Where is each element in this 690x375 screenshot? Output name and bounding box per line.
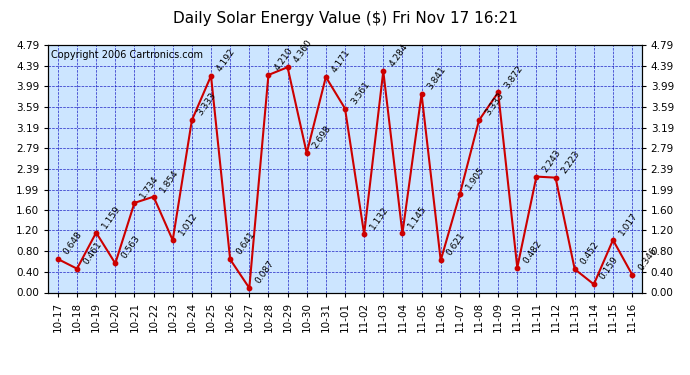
Point [167, 237, 178, 243]
Text: 0.482: 0.482 [522, 238, 544, 265]
Point [148, 194, 159, 200]
Text: 2.243: 2.243 [540, 148, 562, 174]
Point [607, 237, 618, 243]
Point [90, 230, 101, 236]
Text: 0.621: 0.621 [445, 231, 467, 258]
Point [589, 281, 600, 287]
Point [493, 89, 504, 95]
Text: Copyright 2006 Cartronics.com: Copyright 2006 Cartronics.com [51, 50, 204, 60]
Text: 1.159: 1.159 [100, 204, 123, 230]
Point [339, 105, 351, 111]
Point [473, 117, 484, 123]
Text: 0.648: 0.648 [62, 230, 84, 256]
Text: 4.171: 4.171 [330, 48, 352, 74]
Text: 0.461: 0.461 [81, 240, 104, 266]
Point [129, 200, 140, 206]
Point [531, 174, 542, 180]
Text: 0.452: 0.452 [579, 240, 601, 266]
Point [244, 285, 255, 291]
Point [302, 150, 313, 156]
Text: 4.210: 4.210 [273, 46, 295, 72]
Text: 1.132: 1.132 [368, 205, 391, 231]
Point [52, 256, 63, 262]
Text: 1.145: 1.145 [406, 204, 428, 231]
Text: 3.872: 3.872 [502, 63, 524, 90]
Text: Daily Solar Energy Value ($) Fri Nov 17 16:21: Daily Solar Energy Value ($) Fri Nov 17 … [172, 11, 518, 26]
Point [377, 68, 388, 74]
Point [454, 191, 465, 197]
Point [72, 266, 83, 272]
Text: 1.017: 1.017 [617, 211, 640, 237]
Point [512, 265, 523, 271]
Point [416, 91, 427, 97]
Point [225, 256, 236, 262]
Text: 0.159: 0.159 [598, 255, 620, 282]
Text: 4.192: 4.192 [215, 47, 237, 73]
Text: 4.284: 4.284 [388, 42, 409, 68]
Point [550, 175, 561, 181]
Point [186, 117, 197, 123]
Text: 0.641: 0.641 [235, 230, 257, 256]
Point [569, 266, 580, 272]
Text: 1.905: 1.905 [464, 165, 486, 191]
Text: 3.333: 3.333 [196, 91, 218, 117]
Text: 0.087: 0.087 [253, 259, 276, 285]
Text: 2.698: 2.698 [311, 124, 333, 150]
Point [282, 64, 293, 70]
Point [110, 260, 121, 266]
Point [206, 73, 217, 79]
Text: 1.734: 1.734 [139, 174, 161, 200]
Point [397, 230, 408, 236]
Text: 3.333: 3.333 [483, 91, 505, 117]
Text: 0.563: 0.563 [119, 234, 141, 261]
Point [435, 257, 446, 263]
Text: 2.223: 2.223 [560, 149, 582, 175]
Text: 1.854: 1.854 [158, 168, 180, 194]
Point [263, 72, 274, 78]
Point [627, 272, 638, 278]
Text: 0.346: 0.346 [636, 246, 658, 272]
Text: 1.012: 1.012 [177, 211, 199, 237]
Text: 3.561: 3.561 [349, 80, 371, 106]
Text: 4.360: 4.360 [292, 38, 314, 64]
Point [320, 74, 331, 80]
Text: 3.841: 3.841 [426, 65, 448, 91]
Point [359, 231, 370, 237]
